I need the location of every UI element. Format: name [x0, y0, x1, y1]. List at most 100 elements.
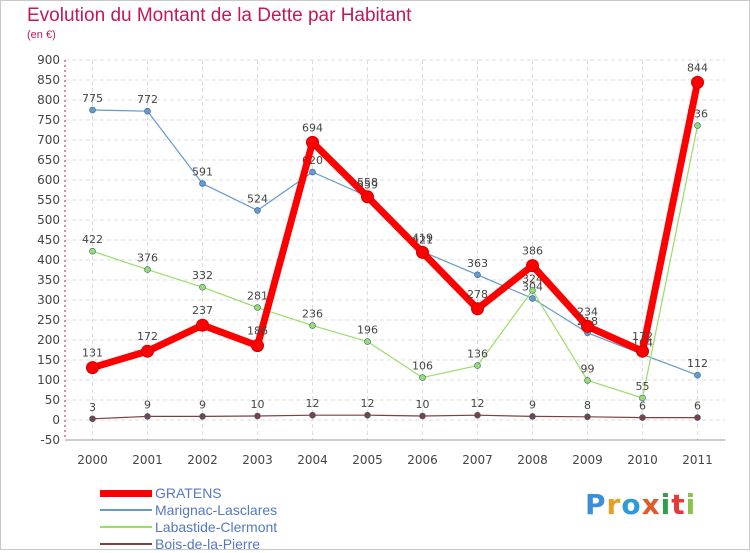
data-point — [144, 107, 151, 115]
x-tick-label: 2001 — [132, 453, 163, 467]
data-point — [584, 413, 591, 421]
data-point — [196, 318, 209, 332]
y-tick-label: 50 — [45, 393, 60, 407]
y-tick-label: 250 — [37, 313, 60, 327]
data-label: 186 — [247, 325, 268, 338]
x-tick-label: 2003 — [242, 453, 273, 467]
data-label: 419 — [412, 231, 433, 244]
data-point — [474, 271, 481, 279]
data-label: 775 — [82, 92, 103, 105]
y-tick-label: 550 — [37, 193, 60, 207]
data-point — [199, 413, 206, 420]
data-point — [199, 180, 206, 187]
series-line — [89, 78, 701, 372]
data-label: 12 — [306, 397, 320, 410]
data-label: 9 — [529, 398, 536, 411]
data-label: 6 — [639, 400, 646, 413]
data-label: 234 — [577, 305, 598, 318]
data-label: 558 — [357, 176, 378, 189]
data-point — [419, 374, 426, 381]
data-label: 12 — [361, 397, 375, 410]
legend-label-marignac: Marignac-Lasclares — [155, 502, 278, 518]
plot-area — [65, 60, 725, 440]
legend-label-labastide: Labastide-Clermont — [155, 519, 278, 535]
data-point — [584, 377, 591, 384]
data-point — [254, 207, 261, 214]
data-label: 8 — [584, 399, 591, 412]
series-line — [91, 414, 699, 420]
data-label: 844 — [687, 61, 708, 74]
legend-swatch-labastide — [100, 526, 152, 528]
y-tick-label: 150 — [37, 353, 60, 367]
data-label: 694 — [302, 121, 323, 134]
y-tick-label: 400 — [37, 253, 60, 267]
x-tick-label: 2006 — [407, 453, 438, 467]
data-point — [581, 319, 594, 333]
x-tick-label: 2005 — [352, 453, 383, 467]
data-label: 106 — [412, 360, 433, 373]
data-label: 281 — [247, 290, 268, 303]
data-point — [419, 412, 426, 420]
y-tick-label: 700 — [37, 133, 60, 147]
data-label: 172 — [137, 330, 158, 343]
data-point — [639, 414, 646, 421]
x-tick-label: 2010 — [627, 453, 658, 467]
data-point — [251, 339, 264, 353]
data-point — [254, 304, 261, 311]
data-label: 55 — [636, 380, 650, 393]
x-tick-label: 2008 — [517, 453, 548, 467]
data-label: 112 — [687, 357, 708, 370]
legend-swatch-bois — [100, 543, 152, 545]
data-label: 237 — [192, 304, 213, 317]
data-label: 12 — [471, 397, 485, 410]
data-label: 422 — [82, 233, 103, 246]
y-tick-label: 350 — [37, 273, 60, 287]
data-label: 10 — [416, 398, 430, 411]
data-label: 131 — [82, 347, 103, 360]
data-point — [364, 411, 371, 419]
data-point — [694, 122, 701, 129]
data-point — [474, 362, 481, 369]
legend-label-bois: Bois-de-la-Pierre — [155, 536, 261, 552]
data-point — [364, 338, 371, 345]
y-tick-label: 300 — [37, 293, 60, 307]
x-tick-label: 2000 — [77, 453, 108, 467]
data-label: 196 — [357, 324, 378, 337]
data-point — [529, 295, 536, 302]
proxiti-logo: Proxiti — [585, 488, 697, 521]
data-label: 304 — [522, 280, 543, 293]
x-tick-label: 2004 — [297, 453, 328, 467]
data-point — [529, 413, 536, 420]
data-label: 9 — [199, 398, 206, 411]
data-point — [694, 371, 701, 379]
data-point — [474, 411, 481, 419]
y-tick-label: 100 — [37, 373, 60, 387]
data-point — [89, 415, 96, 423]
data-point — [309, 411, 316, 419]
y-tick-label: 500 — [37, 213, 60, 227]
chart-subtitle: (en €) — [27, 29, 56, 41]
y-tick-label: 650 — [37, 153, 60, 167]
chart-title: Evolution du Montant de la Dette par Hab… — [27, 5, 412, 26]
data-point — [309, 168, 316, 176]
data-label: 363 — [467, 257, 488, 270]
data-label: 236 — [302, 308, 323, 321]
data-point — [89, 247, 96, 255]
data-label: 172 — [632, 330, 653, 343]
data-point — [529, 287, 536, 294]
data-point — [199, 283, 206, 291]
data-label: 376 — [137, 252, 158, 265]
data-point — [309, 322, 316, 329]
legend-swatch-marignac — [100, 509, 152, 511]
data-point — [86, 361, 99, 375]
legend-label-gratens: GRATENS — [155, 485, 222, 501]
data-point — [526, 259, 539, 273]
y-tick-label: -50 — [40, 433, 60, 447]
y-tick-label: 850 — [37, 73, 60, 87]
data-label: 591 — [192, 166, 213, 179]
data-label: 6 — [694, 400, 701, 413]
data-point — [694, 414, 701, 421]
data-point — [89, 106, 96, 114]
data-point — [144, 266, 151, 273]
